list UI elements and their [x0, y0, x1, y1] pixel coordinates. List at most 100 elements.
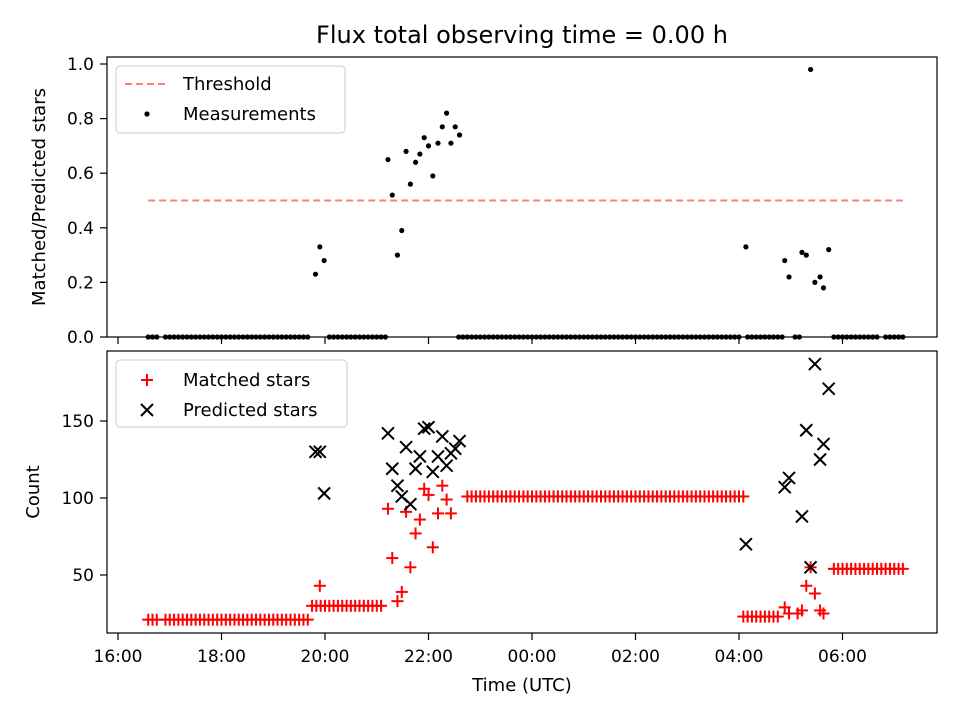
measurement-point: [317, 244, 323, 250]
matched-star-marker: [778, 601, 791, 614]
predicted-star-marker: [385, 462, 399, 476]
matched-star-marker: [426, 541, 439, 554]
measurement-point: [452, 124, 458, 130]
matched-star-marker: [395, 585, 408, 598]
top-y-tick-label: 0.0: [67, 328, 94, 348]
predicted-star-marker: [448, 442, 462, 456]
predicted-star-marker: [816, 437, 831, 451]
bottom-panel: 50 100 150 16:00 18:00 20:00 22:00 00:00 02:00 0…: [23, 350, 938, 696]
matched-legend-label: Matched stars: [183, 370, 310, 391]
predicted-star-marker: [317, 486, 331, 501]
matched-star-marker: [375, 599, 388, 612]
measurement-point: [399, 227, 405, 234]
predicted-star-marker: [399, 440, 413, 454]
measurement-point: [782, 257, 788, 264]
matched-star-marker: [436, 479, 449, 492]
x-axis-label: Time (UTC): [471, 675, 572, 696]
measurement-point: [820, 285, 827, 291]
predicted-star-marker: [813, 452, 827, 467]
predicted-star-marker: [408, 462, 423, 476]
top-panel: 0.0 0.2 0.4 0.6 0.8 1.0 Matched/Predicted sta…: [29, 55, 938, 348]
predicted-star-marker: [808, 357, 822, 371]
predicted-star-marker: [421, 420, 436, 434]
matched-star-marker: [817, 607, 830, 620]
matched-star-marker: [431, 507, 444, 520]
bottom-y-tick-label: 50: [72, 566, 94, 586]
x-tick-label: 16:00: [94, 647, 143, 667]
measurement-point: [435, 140, 441, 146]
predicted-star-marker: [381, 426, 395, 441]
predicted-star-marker: [435, 429, 450, 444]
predicted-star-marker: [782, 471, 796, 485]
measurement-point: [425, 143, 432, 149]
top-y-axis: 0.0 0.2 0.4 0.6 0.8 1.0: [67, 55, 107, 348]
predicted-legend-marker: [140, 403, 154, 417]
top-y-tick-label: 0.4: [67, 219, 94, 239]
matched-star-marker: [386, 552, 399, 565]
bottom-y-axis-label: Count: [23, 465, 44, 518]
predicted-star-marker: [778, 480, 792, 494]
matched-star-marker: [409, 527, 422, 540]
top-legend: Threshold Measurements: [115, 65, 346, 134]
top-y-tick-label: 0.8: [67, 110, 94, 130]
measurement-point: [743, 244, 749, 250]
measurement-point: [807, 66, 814, 73]
measurement-point: [403, 148, 409, 154]
predicted-star-marker: [799, 423, 813, 437]
matched-star-marker: [418, 482, 431, 495]
predicted-star-marker: [803, 560, 818, 575]
bottom-x-axis: 16:00 18:00 20:00 22:00 00:00 02:00 04:00 06:00: [94, 633, 867, 667]
measurement-point: [786, 274, 792, 280]
bottom-legend-box: [115, 359, 348, 428]
measurement-point: [439, 124, 445, 130]
x-tick-label: 02:00: [611, 647, 660, 667]
measurement-point: [817, 274, 823, 280]
top-legend-box: [115, 65, 346, 134]
predicted-star-marker: [313, 445, 327, 459]
predicted-star-marker: [426, 465, 440, 479]
measurement-point: [312, 271, 319, 277]
chart-title: Flux total observing time = 0.00 h: [316, 21, 728, 49]
matched-star-marker: [422, 488, 435, 501]
measurement-point: [444, 110, 450, 116]
predicted-star-marker: [403, 497, 418, 511]
predicted-star-marker: [390, 478, 405, 493]
predicted-star-marker: [308, 445, 323, 459]
x-tick-label: 22:00: [404, 647, 453, 667]
bottom-y-tick-label: 150: [62, 412, 94, 432]
matched-star-marker: [440, 493, 453, 506]
top-x-axis: [117, 337, 844, 344]
measurement-point: [385, 156, 391, 163]
predicted-star-marker: [413, 449, 427, 464]
matched-star-marker: [413, 513, 426, 526]
threshold-legend-label: Threshold: [182, 74, 272, 95]
predicted-star-marker: [795, 509, 809, 524]
top-y-tick-label: 1.0: [67, 55, 94, 75]
measurement-point: [321, 257, 327, 264]
measurement-point: [430, 173, 436, 179]
predicted-star-marker: [417, 421, 431, 436]
predicted-star-marker: [739, 537, 753, 551]
matched-star-marker: [795, 604, 808, 617]
top-y-tick-label: 0.6: [67, 164, 94, 184]
measurements-legend-label: Measurements: [183, 104, 316, 125]
measurement-point: [826, 247, 832, 253]
x-tick-label: 20:00: [301, 647, 350, 667]
predicted-star-marker: [452, 434, 467, 448]
matched-star-marker: [301, 613, 314, 626]
bottom-plot-marks: [142, 357, 909, 626]
matched-star-marker: [404, 561, 417, 574]
measurement-point: [448, 140, 454, 146]
measurement-point: [421, 135, 427, 141]
matched-star-marker: [391, 595, 404, 608]
x-tick-label: 00:00: [508, 647, 557, 667]
top-y-axis-label: Matched/Predicted stars: [29, 88, 50, 306]
measurement-point: [799, 249, 805, 255]
matched-star-marker: [737, 490, 750, 503]
measurement-point: [394, 252, 401, 258]
bottom-plot-frame: [106, 350, 938, 634]
predicted-star-marker: [439, 458, 454, 473]
matched-star-marker: [896, 562, 909, 575]
measurements-legend-marker: [144, 111, 150, 117]
